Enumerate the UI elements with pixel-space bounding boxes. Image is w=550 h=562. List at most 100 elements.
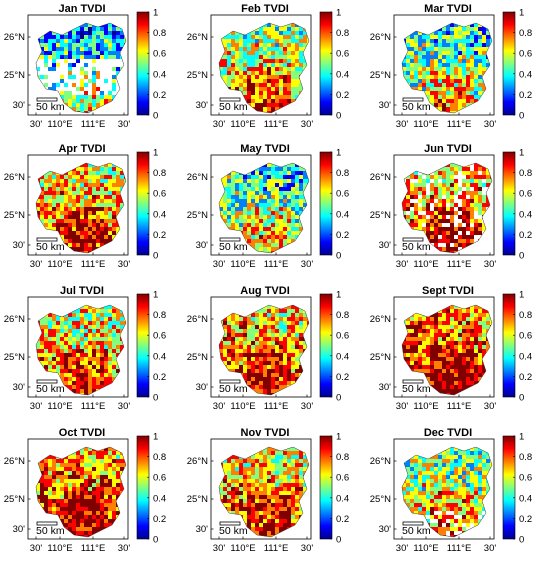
scale-bar xyxy=(220,98,240,101)
colorbar-tick-label: 0.2 xyxy=(519,90,532,101)
lon-tick-label: 30' xyxy=(118,543,131,554)
colorbar xyxy=(137,12,149,115)
colorbar-tick-label: 0.2 xyxy=(336,90,349,101)
lon-tick-label: 30' xyxy=(484,259,497,270)
lon-tick-label: 30' xyxy=(213,543,226,554)
colorbar-tick-label: 1 xyxy=(336,8,341,19)
lat-tick-label: 26°N xyxy=(370,32,391,43)
lon-tick-label: 110°E xyxy=(413,401,438,412)
lon-tick-label: 30' xyxy=(301,543,314,554)
colorbar xyxy=(320,436,332,539)
colorbar-tick-label: 0.8 xyxy=(153,168,166,179)
lon-tick-label: 111°E xyxy=(81,259,106,270)
colorbar-tick-label: 0.4 xyxy=(519,493,532,504)
lat-tick-label: 26°N xyxy=(187,172,208,183)
colorbar-tick-label: 0.2 xyxy=(153,230,166,241)
scale-bar xyxy=(37,98,57,101)
lat-tick-label: 25°N xyxy=(187,70,208,81)
colorbar-tick-label: 0.2 xyxy=(336,230,349,241)
colorbar-tick-label: 0.6 xyxy=(336,473,349,484)
lat-tick-label: 25°N xyxy=(4,210,25,221)
lat-tick-label: 26°N xyxy=(187,314,208,325)
lat-tick-label: 25°N xyxy=(4,70,25,81)
lon-tick-label: 30' xyxy=(30,119,43,130)
colorbar-tick-label: 0.2 xyxy=(336,372,349,383)
colorbar-tick-label: 1 xyxy=(336,148,341,159)
colorbar-tick-label: 0.2 xyxy=(336,514,349,525)
scale-bar xyxy=(403,380,423,383)
lat-tick-label: 25°N xyxy=(370,494,391,505)
colorbar-tick-label: 0 xyxy=(336,251,341,262)
lat-tick-label: 25°N xyxy=(4,352,25,363)
colorbar-tick-label: 1 xyxy=(519,432,524,443)
lat-tick-label: 30' xyxy=(13,240,26,251)
colorbar-tick-label: 0 xyxy=(336,535,341,546)
colorbar-tick-label: 0.8 xyxy=(153,28,166,39)
lat-tick-label: 30' xyxy=(379,100,392,111)
lat-tick-label: 25°N xyxy=(187,210,208,221)
lon-tick-label: 111°E xyxy=(264,401,289,412)
scale-bar-label: 50 km xyxy=(219,383,248,395)
colorbar-tick-label: 0 xyxy=(153,251,158,262)
colorbar-tick-label: 0.8 xyxy=(336,168,349,179)
colorbar-tick-label: 0 xyxy=(153,111,158,122)
colorbar-tick-label: 0.2 xyxy=(153,372,166,383)
colorbar-tick-label: 0.2 xyxy=(153,90,166,101)
colorbar-tick-label: 1 xyxy=(153,8,158,19)
scale-bar-label: 50 km xyxy=(36,525,65,537)
panel-title: Feb TVDI xyxy=(241,3,289,15)
colorbar-tick-label: 0.6 xyxy=(336,49,349,60)
lon-tick-label: 110°E xyxy=(47,119,72,130)
colorbar-tick-label: 0 xyxy=(336,111,341,122)
panel-title: Apr TVDI xyxy=(58,143,105,155)
scale-bar-label: 50 km xyxy=(36,241,65,253)
lon-tick-label: 110°E xyxy=(47,543,72,554)
colorbar xyxy=(137,436,149,539)
lat-tick-label: 26°N xyxy=(4,456,25,467)
colorbar-tick-label: 0.4 xyxy=(519,209,532,220)
colorbar-tick-label: 0.2 xyxy=(519,514,532,525)
colorbar-tick-label: 1 xyxy=(153,432,158,443)
colorbar-tick-label: 0.6 xyxy=(336,189,349,200)
lon-tick-label: 111°E xyxy=(264,119,289,130)
lon-tick-label: 30' xyxy=(30,401,43,412)
lon-tick-label: 30' xyxy=(396,401,409,412)
lat-tick-label: 30' xyxy=(379,240,392,251)
lat-tick-label: 30' xyxy=(196,100,209,111)
lon-tick-label: 30' xyxy=(213,401,226,412)
colorbar-tick-label: 0.2 xyxy=(519,230,532,241)
lon-tick-label: 111°E xyxy=(447,259,472,270)
colorbar xyxy=(137,294,149,397)
colorbar-tick-label: 0.4 xyxy=(153,209,166,220)
lat-tick-label: 30' xyxy=(379,524,392,535)
lon-tick-label: 111°E xyxy=(81,119,106,130)
colorbar-tick-label: 0.6 xyxy=(153,473,166,484)
panel-title: Aug TVDI xyxy=(240,285,290,297)
lat-tick-label: 26°N xyxy=(187,456,208,467)
lat-tick-label: 30' xyxy=(196,382,209,393)
lon-tick-label: 110°E xyxy=(230,401,255,412)
colorbar xyxy=(503,152,515,255)
lon-tick-label: 110°E xyxy=(413,119,438,130)
lat-tick-label: 26°N xyxy=(187,32,208,43)
lat-tick-label: 26°N xyxy=(370,456,391,467)
colorbar-tick-label: 0.4 xyxy=(153,351,166,362)
scale-bar xyxy=(37,380,57,383)
colorbar-tick-label: 0.4 xyxy=(336,493,349,504)
lon-tick-label: 30' xyxy=(301,259,314,270)
panel-title: Mar TVDI xyxy=(424,3,472,15)
lon-tick-label: 30' xyxy=(301,401,314,412)
colorbar-tick-label: 1 xyxy=(153,290,158,301)
colorbar xyxy=(137,152,149,255)
colorbar-tick-label: 0.6 xyxy=(519,49,532,60)
